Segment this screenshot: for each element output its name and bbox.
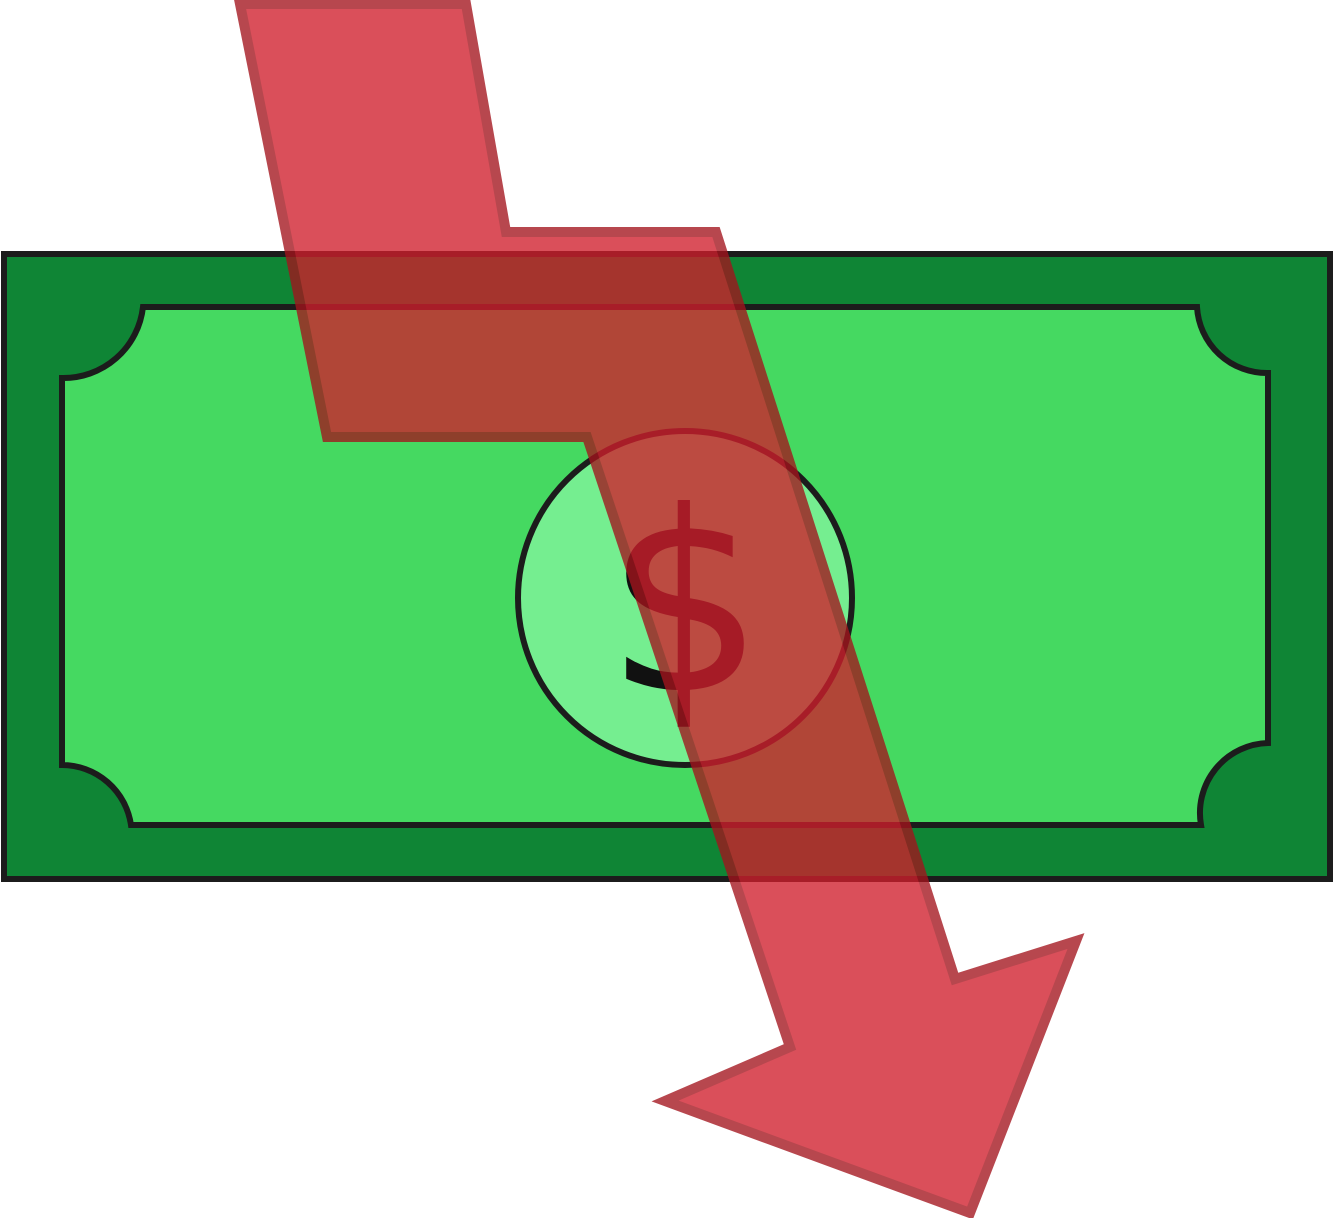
decline-arrow bbox=[234, 0, 1085, 1218]
down-trend-arrow-icon bbox=[234, 0, 1085, 1218]
